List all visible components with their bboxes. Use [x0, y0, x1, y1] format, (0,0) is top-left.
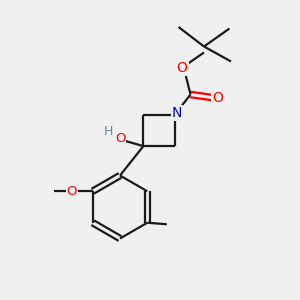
Text: O: O: [212, 91, 223, 104]
Text: N: N: [172, 106, 182, 120]
Text: O: O: [67, 185, 77, 198]
Text: H: H: [104, 124, 114, 138]
Text: O: O: [115, 132, 126, 146]
Text: O: O: [177, 61, 188, 75]
